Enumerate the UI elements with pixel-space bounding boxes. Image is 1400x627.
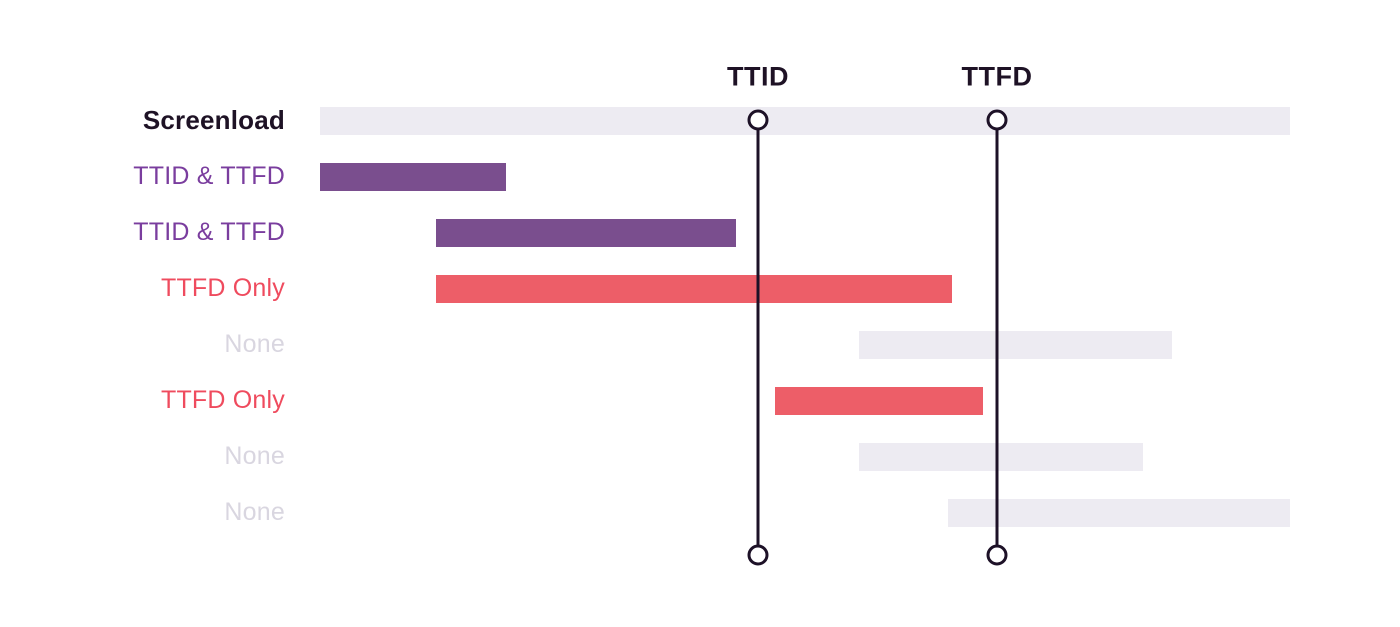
ttfd-marker-top-circle [986, 109, 1008, 131]
ttfd-marker-bottom-circle [986, 544, 1008, 566]
ttfd-marker-line [995, 120, 999, 555]
row-label-ttfd-only: TTFD Only [160, 385, 285, 414]
span-bar-none [859, 331, 1172, 359]
ttid-marker-line [756, 120, 760, 555]
span-bar-ttfd-only [436, 275, 952, 303]
ttid-marker-top-circle [747, 109, 769, 131]
span-bar-none [948, 499, 1290, 527]
row-label-none: None [224, 329, 285, 358]
span-bar-ttfd-only [775, 387, 983, 415]
span-bar-ttid-and-ttfd [320, 163, 506, 191]
span-bar-none [859, 443, 1143, 471]
row-label-screenload: Screenload [142, 104, 285, 135]
row-label-none: None [224, 441, 285, 470]
span-bar-ttid-and-ttfd [436, 219, 736, 247]
ttfd-marker-label: TTFD [961, 61, 1033, 92]
row-label-none: None [224, 497, 285, 526]
row-label-ttid-and-ttfd: TTID & TTFD [133, 161, 285, 190]
row-label-ttfd-only: TTFD Only [160, 273, 285, 302]
ttid-marker-label: TTID [727, 61, 789, 92]
span-bar-screenload [320, 107, 1290, 135]
row-label-ttid-and-ttfd: TTID & TTFD [133, 217, 285, 246]
ttid-marker-bottom-circle [747, 544, 769, 566]
